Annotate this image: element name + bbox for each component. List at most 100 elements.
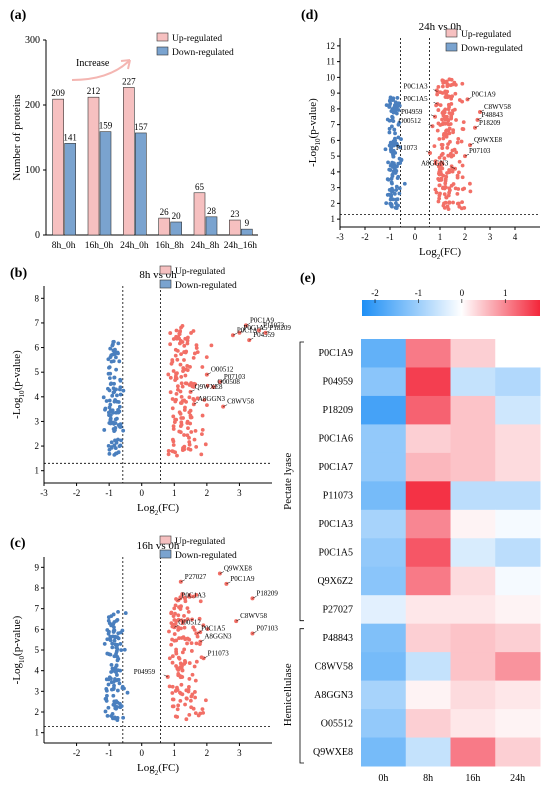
label-leader <box>252 596 257 599</box>
heatmap-cell <box>405 538 451 568</box>
protein-label: P04959 <box>401 108 423 116</box>
bar-down <box>241 228 253 236</box>
point-up <box>193 678 198 683</box>
point-down <box>101 395 106 400</box>
bar-value-label: 157 <box>134 122 148 132</box>
label-leader <box>265 330 270 334</box>
ytick-label-d: 1 <box>331 214 336 224</box>
label-leader <box>433 101 438 105</box>
point-down <box>111 621 116 626</box>
point-down <box>109 680 114 685</box>
point-up <box>446 142 450 147</box>
point-down <box>106 705 111 710</box>
point-down <box>393 106 398 111</box>
bar-value-label: 9 <box>245 218 250 228</box>
heatmap-cell <box>495 538 541 568</box>
point-up <box>187 440 192 444</box>
point-up <box>173 621 178 626</box>
point-down <box>119 648 124 653</box>
protein-label: O00512 <box>178 618 201 626</box>
point-down <box>123 611 128 615</box>
point-up <box>170 691 175 695</box>
heatmap-cell <box>495 481 541 511</box>
point-up <box>192 664 197 669</box>
ytick-label-b: 3 <box>35 416 40 426</box>
point-down <box>119 704 124 709</box>
point-down <box>108 635 113 640</box>
point-up <box>188 415 193 420</box>
point-up <box>191 329 196 333</box>
ytick-label-d: 3 <box>331 183 336 193</box>
point-up <box>173 603 178 608</box>
point-up <box>170 437 175 442</box>
point-down <box>392 127 397 132</box>
ytick-label-b: 7 <box>35 318 40 328</box>
protein-label: P0C1A9 <box>250 316 275 324</box>
point-up <box>201 623 206 628</box>
point-up <box>185 338 190 343</box>
point-up <box>440 146 445 151</box>
xtick-label-b: 3 <box>237 488 242 498</box>
point-up <box>179 636 184 640</box>
heatmap-cell <box>495 452 541 482</box>
point-up <box>185 341 190 346</box>
point-down <box>389 193 394 197</box>
point-up <box>173 353 178 358</box>
heatmap-cell <box>405 424 451 454</box>
bar-value-label: 227 <box>122 76 136 86</box>
heatmap-cell <box>361 339 407 368</box>
point-down <box>122 686 126 691</box>
point-down <box>105 651 110 656</box>
point-down <box>387 188 392 192</box>
point-down <box>118 443 123 448</box>
heatmap-cell <box>405 452 451 482</box>
point-up <box>168 375 173 380</box>
point-up <box>179 381 184 386</box>
heatmap-cell <box>405 737 451 767</box>
xtick-label-d: 0 <box>413 232 418 242</box>
point-down <box>116 437 120 442</box>
label-leader <box>236 618 241 622</box>
point-down <box>387 126 392 131</box>
point-down <box>392 163 397 168</box>
point-up <box>170 654 175 659</box>
point-down <box>402 181 407 186</box>
point-down <box>102 642 107 646</box>
point-up <box>454 118 458 122</box>
point-up <box>170 397 175 401</box>
heatmap-row-label: P0C1A9 <box>319 348 353 359</box>
point-down <box>115 399 120 404</box>
point-up <box>189 649 194 653</box>
protein-label: O00508 <box>217 378 240 386</box>
point-down <box>117 409 122 414</box>
protein-label: P0C1A3 <box>237 326 262 334</box>
ytick-label-b: 4 <box>35 392 40 402</box>
point-up <box>185 636 190 641</box>
label-leader <box>428 123 433 127</box>
point-up <box>198 630 203 635</box>
point-up <box>432 144 437 149</box>
point-up <box>178 362 183 367</box>
point-up <box>437 155 442 160</box>
point-down <box>103 406 108 411</box>
point-up <box>175 357 180 362</box>
point-up <box>187 677 192 681</box>
ytick-label-b: 6 <box>35 343 40 353</box>
point-up <box>200 427 205 432</box>
point-up <box>442 110 447 115</box>
point-down <box>390 115 395 120</box>
legend-swatch-up-c <box>159 535 172 545</box>
xtick-label-a: 16h_8h <box>155 241 184 251</box>
bar-value-label: 28 <box>207 206 217 216</box>
point-up <box>184 696 189 701</box>
point-up <box>455 201 460 206</box>
point-up <box>209 343 214 348</box>
ytick-label-d: 2 <box>331 198 336 208</box>
point-up <box>174 328 179 333</box>
panel-label-a: (a) <box>10 8 27 23</box>
increase-annotation: Increase <box>76 58 110 69</box>
point-up <box>437 196 442 201</box>
point-up <box>461 120 466 125</box>
heatmap-cell <box>450 509 496 539</box>
protein-label: O00512 <box>399 117 422 125</box>
